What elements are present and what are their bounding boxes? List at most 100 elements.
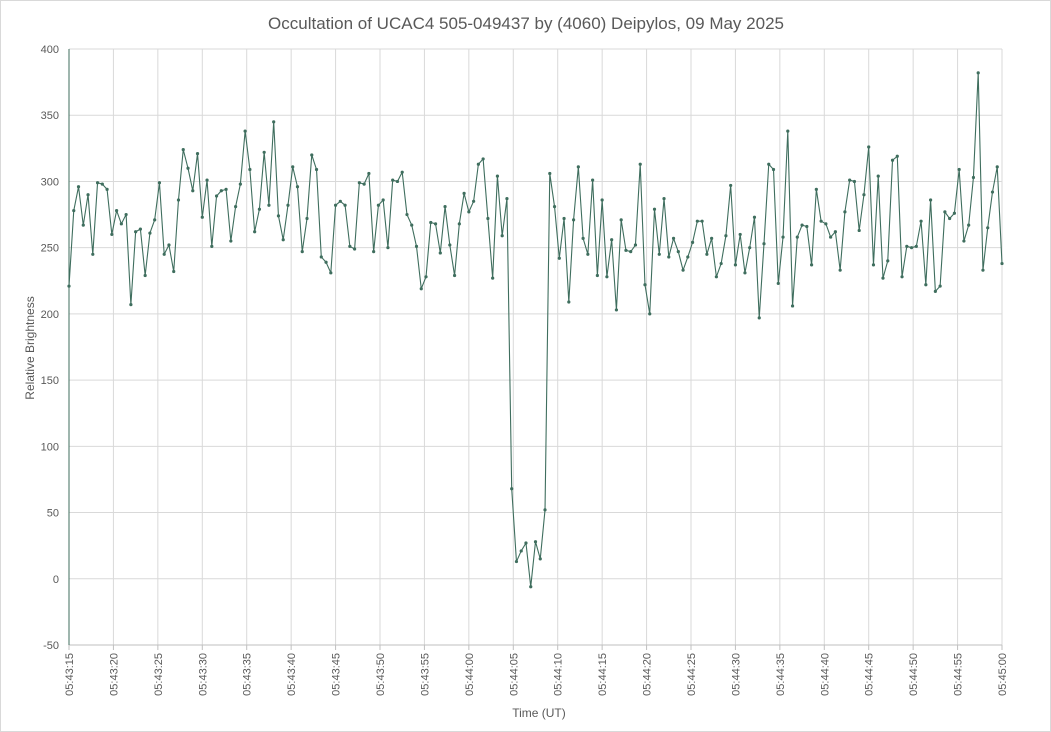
data-point (338, 199, 342, 203)
data-point (671, 236, 676, 240)
data-point (314, 167, 319, 172)
data-point (543, 508, 547, 512)
data-point (552, 205, 557, 209)
x-tick-label: 05:44:50 (908, 653, 920, 696)
data-point (990, 190, 995, 194)
data-point (329, 271, 333, 275)
data-point (324, 260, 328, 264)
data-point (548, 171, 552, 176)
data-point (843, 210, 847, 214)
data-point (429, 220, 433, 225)
data-point (700, 219, 704, 223)
data-point (162, 252, 166, 256)
x-tick-label: 05:43:45 (331, 653, 343, 696)
data-point (600, 198, 604, 202)
data-point (333, 203, 338, 207)
data-point (267, 203, 271, 207)
data-point (781, 235, 785, 239)
data-point (272, 120, 276, 124)
data-point (748, 246, 752, 250)
data-point (681, 268, 685, 272)
data-point (419, 287, 423, 291)
data-point (195, 152, 200, 156)
data-point (976, 71, 980, 75)
data-point (786, 129, 790, 133)
chart-title: Occultation of UCAC4 505-049437 by (4060… (268, 14, 784, 33)
data-point (710, 236, 714, 240)
y-tick-label: 400 (41, 44, 59, 56)
data-point (581, 236, 585, 240)
data-point (391, 178, 395, 182)
x-tick-label: 05:43:55 (419, 653, 431, 696)
data-point (924, 283, 928, 287)
data-point (181, 148, 185, 152)
data-point (667, 255, 671, 259)
data-point (219, 189, 223, 193)
data-point (967, 223, 971, 227)
data-point (629, 250, 633, 254)
data-point (462, 191, 466, 195)
x-tick-label: 05:44:55 (953, 653, 965, 696)
data-point (1000, 261, 1004, 266)
data-point (571, 218, 576, 222)
data-point (257, 207, 262, 211)
y-tick-label: 150 (41, 375, 59, 387)
data-point (486, 216, 490, 221)
data-point (857, 228, 861, 233)
data-point (981, 268, 985, 272)
data-point (400, 170, 404, 174)
data-point (738, 232, 742, 237)
data-point (129, 303, 133, 307)
data-point (833, 230, 837, 234)
data-point (281, 238, 285, 242)
data-point (81, 223, 85, 227)
data-point (776, 281, 780, 286)
data-point (362, 182, 366, 186)
data-point (800, 223, 804, 227)
data-point (67, 284, 71, 288)
data-point (909, 246, 914, 250)
data-point (733, 263, 738, 267)
data-point (115, 208, 119, 213)
data-point (467, 210, 471, 214)
data-point (405, 212, 409, 217)
data-point (719, 261, 723, 266)
data-point (938, 284, 942, 288)
data-point (586, 252, 590, 256)
data-point (448, 243, 452, 247)
data-point (914, 244, 918, 248)
data-point (638, 162, 642, 166)
data-point (752, 215, 757, 219)
data-point (895, 154, 899, 158)
data-point (424, 275, 428, 279)
data-point (134, 230, 138, 234)
x-tick-label: 05:44:35 (775, 653, 787, 696)
data-point (519, 549, 523, 553)
y-tick-label: -50 (43, 640, 59, 652)
x-tick-label: 05:44:20 (642, 653, 654, 696)
x-tick-label: 05:44:45 (864, 653, 876, 696)
x-tick-label: 05:43:25 (153, 653, 165, 696)
data-point (948, 216, 952, 221)
data-point (995, 165, 999, 169)
data-point (157, 181, 162, 185)
data-point (505, 197, 509, 201)
data-point (410, 223, 414, 227)
data-point (767, 162, 771, 166)
data-point (295, 185, 300, 189)
data-point (971, 175, 976, 180)
data-point (662, 197, 666, 201)
data-point (414, 244, 419, 248)
data-point (576, 165, 580, 169)
data-point (881, 276, 885, 280)
data-point (952, 211, 957, 215)
data-point (510, 487, 514, 491)
data-point (248, 167, 252, 172)
data-point (533, 540, 538, 544)
gridlines (68, 48, 1003, 646)
data-point (153, 218, 157, 222)
data-point (605, 275, 609, 279)
data-point (919, 219, 923, 223)
data-point (648, 312, 652, 316)
